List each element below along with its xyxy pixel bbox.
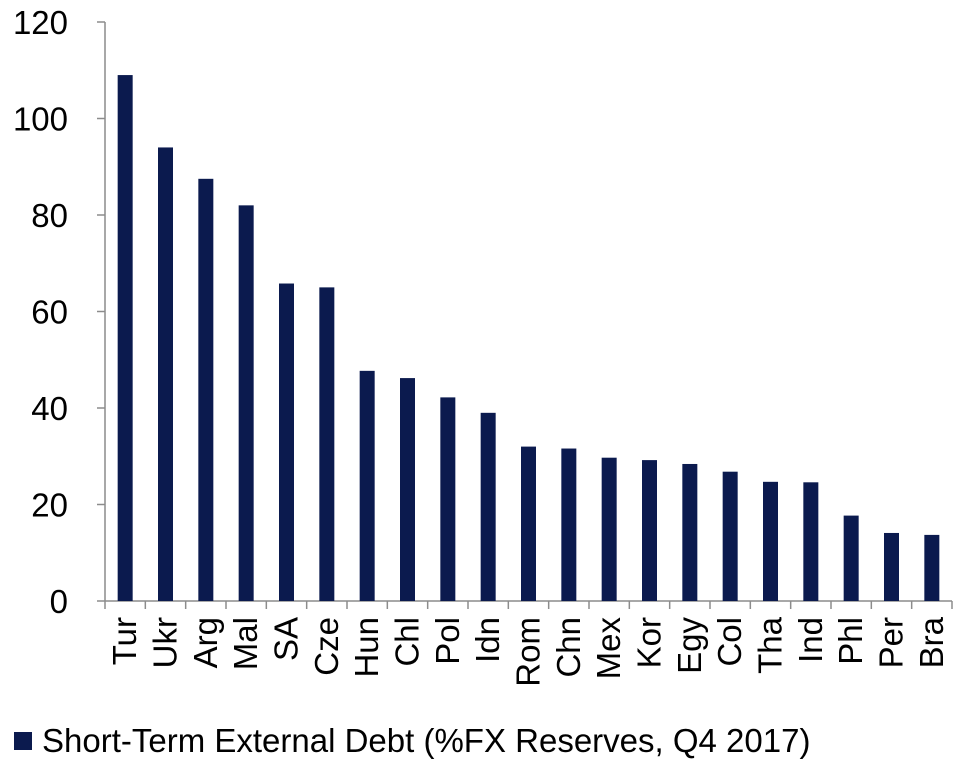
- bar-per: [884, 532, 899, 601]
- y-tick-label: 80: [31, 197, 68, 234]
- bar-idn: [480, 412, 496, 601]
- x-category-label: Per: [873, 617, 910, 668]
- x-category-label: Ind: [792, 617, 829, 663]
- bar-sa: [279, 283, 294, 601]
- bar-kor: [642, 460, 657, 601]
- y-tick-label: 120: [13, 4, 68, 41]
- x-category-label: Cze: [308, 617, 345, 676]
- bars: [117, 75, 940, 601]
- bar-rom: [521, 446, 536, 601]
- bar-chl: [400, 378, 415, 601]
- bar-bra: [924, 534, 940, 601]
- x-axis: [104, 600, 953, 609]
- bar-ukr: [158, 147, 173, 601]
- x-category-label: Rom: [510, 617, 547, 687]
- y-tick-label: 100: [13, 101, 68, 138]
- x-category-label: Mal: [227, 617, 264, 670]
- x-category-label: Bra: [913, 616, 950, 668]
- bar-chn: [561, 448, 577, 601]
- x-category-label: Chn: [550, 617, 587, 678]
- y-tick-label: 20: [31, 487, 68, 524]
- bar-hun: [359, 370, 375, 601]
- bar-cze: [319, 287, 335, 601]
- bar-arg: [198, 178, 214, 601]
- bar-phl: [843, 515, 859, 601]
- bar-mal: [238, 205, 254, 601]
- bar-tha: [763, 481, 778, 601]
- x-category-label: SA: [268, 617, 305, 661]
- y-tick-label: 60: [31, 294, 68, 331]
- legend-label: Short-Term External Debt (%FX Reserves, …: [42, 722, 811, 759]
- x-category-label: Tur: [106, 617, 143, 665]
- bar-tur: [117, 75, 133, 601]
- bar-ind: [803, 482, 819, 601]
- x-category-label: Chl: [389, 617, 426, 667]
- x-category-label: Pol: [429, 617, 466, 665]
- bar-mex: [601, 457, 617, 601]
- x-category-label: Kor: [631, 617, 668, 668]
- category-labels: Tur Ukr Arg Mal SA Cze Hun Chl Pol Idn Rom Chn Mex Ko…: [106, 616, 950, 686]
- x-category-label: Tha: [752, 616, 789, 674]
- x-category-label: Col: [711, 617, 748, 667]
- y-axis: 0 20 40 60 80 100 120: [13, 4, 106, 620]
- legend: Short-Term External Debt (%FX Reserves, …: [14, 718, 810, 764]
- y-tick-label: 0: [50, 583, 68, 620]
- x-category-label: Arg: [187, 617, 224, 668]
- bar-pol: [440, 397, 456, 601]
- x-category-label: Idn: [469, 617, 506, 663]
- x-category-label: Egy: [671, 617, 708, 674]
- x-category-label: Hun: [348, 617, 385, 678]
- bar-col: [722, 471, 738, 601]
- bar-egy: [682, 463, 698, 601]
- x-category-label: Mex: [590, 617, 627, 680]
- y-tick-label: 40: [31, 390, 68, 427]
- legend-swatch: [14, 732, 32, 750]
- x-category-label: Ukr: [147, 617, 184, 668]
- x-category-label: Phl: [832, 617, 869, 665]
